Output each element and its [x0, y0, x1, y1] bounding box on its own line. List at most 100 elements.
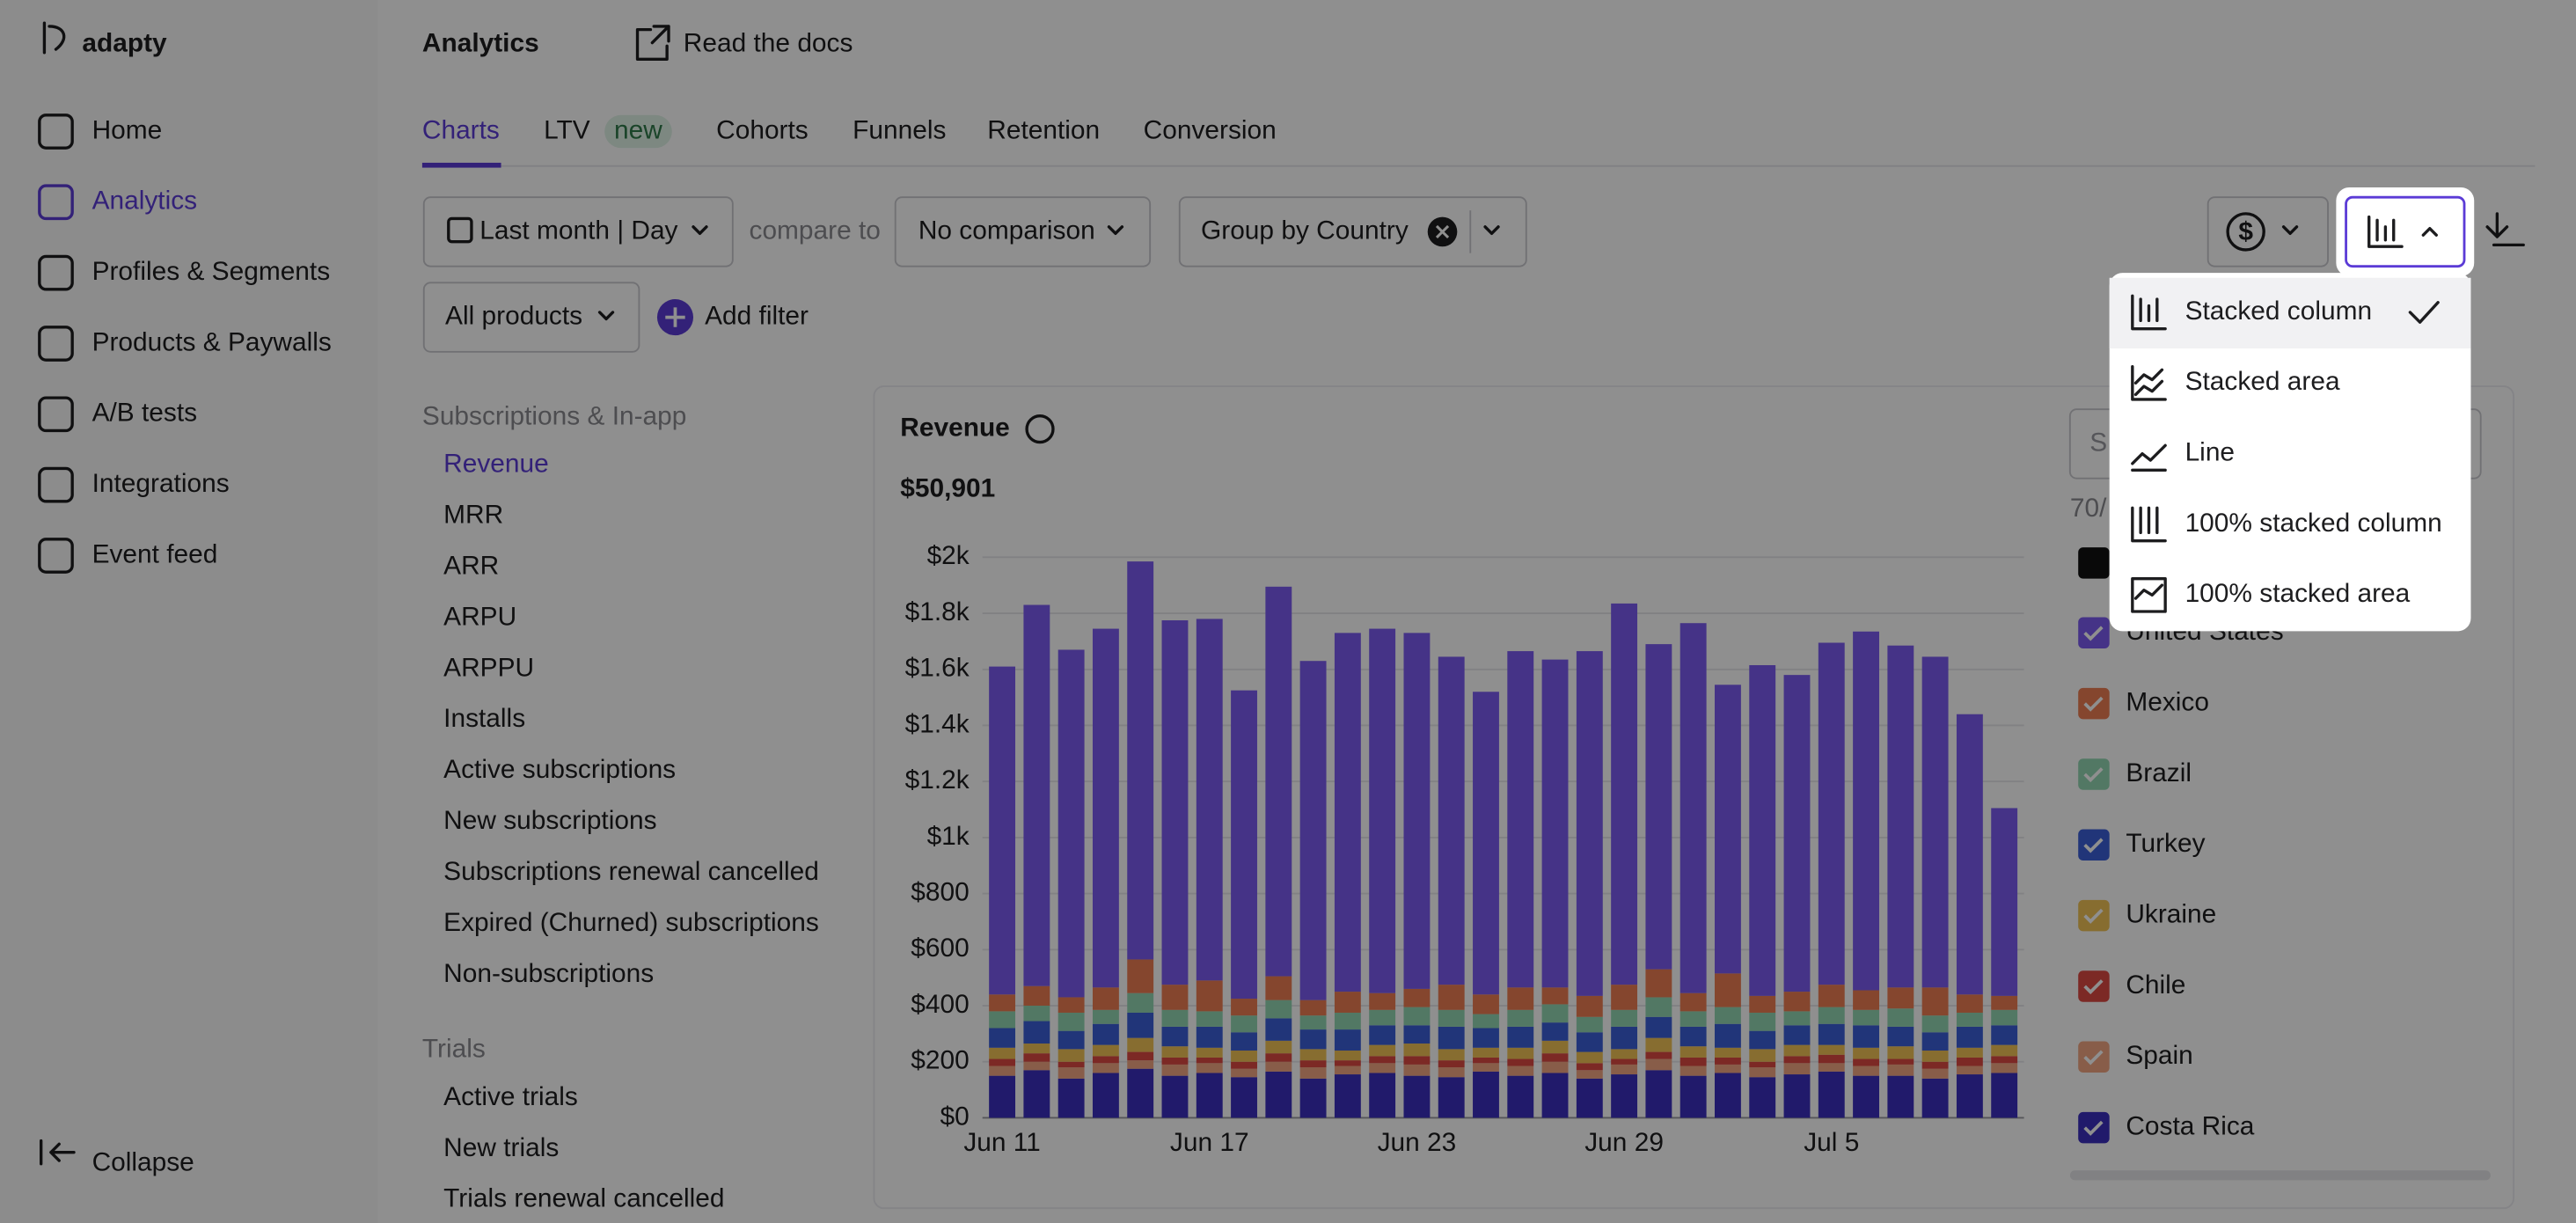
- group-by[interactable]: Group by Country: [1201, 216, 1409, 245]
- bar-segment: [1818, 1063, 1845, 1072]
- metric-item[interactable]: ARPPU: [443, 653, 534, 682]
- bar-segment: [1749, 1049, 1776, 1062]
- chevron[interactable]: [1483, 225, 1500, 235]
- bar-segment: [989, 1066, 1016, 1076]
- metric-item[interactable]: ARPU: [443, 602, 516, 631]
- chart-type-button[interactable]: [2345, 195, 2466, 268]
- bar-segment: [1921, 1050, 1949, 1062]
- collapse[interactable]: Collapse: [92, 1148, 194, 1177]
- nav-item[interactable]: A/B tests: [92, 399, 198, 428]
- menu-item[interactable]: 100% stacked area: [2185, 579, 2411, 608]
- bar-segment: [1403, 1044, 1431, 1057]
- metrics-section: Trials: [422, 1035, 486, 1064]
- legend-checkbox[interactable]: [2078, 758, 2110, 790]
- legend-checkbox[interactable]: [2078, 617, 2110, 649]
- bar-segment: [1921, 1015, 1949, 1033]
- tab[interactable]: LTV: [544, 115, 590, 144]
- nav-icon[interactable]: [38, 254, 74, 291]
- menu-item[interactable]: 100% stacked column: [2185, 509, 2442, 538]
- external-link-icon[interactable]: [635, 25, 670, 61]
- nav-item[interactable]: Analytics: [92, 187, 198, 216]
- legend-checkbox[interactable]: [2078, 899, 2110, 932]
- legend-checkbox[interactable]: [2078, 829, 2110, 861]
- bar-segment: [1991, 1056, 2018, 1064]
- docs-link[interactable]: Read the docs: [684, 28, 853, 57]
- metric-item[interactable]: New subscriptions: [443, 806, 656, 835]
- bar-segment: [1818, 1054, 1845, 1064]
- nav-icon[interactable]: [38, 184, 74, 221]
- tab[interactable]: Cohorts: [716, 115, 809, 144]
- legend-item[interactable]: Ukraine: [2126, 900, 2216, 929]
- chevron: [2281, 225, 2299, 235]
- nav-item[interactable]: Products & Paywalls: [92, 327, 332, 356]
- plus: [665, 307, 685, 327]
- menu-items: Stacked column Stacked area Line 100% stack…: [2109, 277, 2471, 613]
- bar-segment: [1403, 1075, 1431, 1118]
- metric-item[interactable]: Active subscriptions: [443, 755, 676, 784]
- metric-item[interactable]: Active trials: [443, 1082, 578, 1111]
- comparison-select[interactable]: [894, 196, 1152, 267]
- legend-checkbox[interactable]: [2078, 547, 2110, 579]
- bar-segment: [1611, 1074, 1638, 1118]
- nav-icon[interactable]: [38, 326, 74, 362]
- download-icon[interactable]: [2485, 212, 2525, 247]
- legend-item[interactable]: Spain: [2126, 1041, 2192, 1070]
- bar-segment: [1334, 1050, 1361, 1061]
- nav-item[interactable]: Integrations: [92, 469, 230, 498]
- collapse-icon[interactable]: [40, 1139, 76, 1166]
- legend-item[interactable]: Mexico: [2126, 688, 2209, 717]
- nav-icon[interactable]: [38, 114, 74, 150]
- bar-segment: [1921, 1032, 1949, 1051]
- tab[interactable]: Charts: [422, 115, 500, 144]
- legend-item[interactable]: Chile: [2126, 970, 2185, 1000]
- bar-segment: [1057, 649, 1085, 998]
- bar-segment: [1369, 1063, 1396, 1073]
- metric-item[interactable]: New trials: [443, 1133, 559, 1162]
- products[interactable]: All products: [445, 301, 582, 330]
- bar-segment: [1057, 1067, 1085, 1079]
- metric-item[interactable]: Trials renewal cancelled: [443, 1184, 724, 1213]
- period-select[interactable]: [422, 196, 734, 267]
- bar-segment: [1645, 1070, 1672, 1118]
- legend-checkbox[interactable]: [2078, 1041, 2110, 1073]
- comparison[interactable]: No comparison: [918, 216, 1095, 245]
- metric-item[interactable]: Expired (Churned) subscriptions: [443, 908, 819, 937]
- metric-item[interactable]: Non-subscriptions: [443, 959, 654, 988]
- bar-segment: [1611, 603, 1638, 985]
- legend-item[interactable]: Costa Rica: [2126, 1112, 2254, 1141]
- bar-segment: [1541, 659, 1569, 988]
- metric-item[interactable]: Subscriptions renewal cancelled: [443, 857, 819, 886]
- metric-item[interactable]: Installs: [443, 704, 525, 733]
- menu-item[interactable]: Stacked area: [2185, 367, 2340, 396]
- nav-icon[interactable]: [38, 466, 74, 503]
- legend-checkbox[interactable]: [2078, 970, 2110, 1002]
- bar-segment: [1956, 1026, 1983, 1048]
- add-filter[interactable]: Add filter: [705, 301, 809, 330]
- bar-segment: [1057, 1012, 1085, 1031]
- bar-segment: [1473, 994, 1499, 1014]
- metric-item[interactable]: Revenue: [443, 450, 549, 479]
- nav-item[interactable]: Home: [92, 115, 163, 144]
- nav-icon[interactable]: [38, 396, 74, 433]
- menu-item[interactable]: Stacked column: [2185, 297, 2373, 326]
- legend-checkbox[interactable]: [2078, 687, 2110, 720]
- help-icon[interactable]: [1025, 414, 1055, 444]
- legend-item[interactable]: Turkey: [2126, 829, 2205, 858]
- bar-segment: [1645, 1037, 1672, 1052]
- metric-item[interactable]: MRR: [443, 501, 503, 530]
- search-placeholder[interactable]: S: [2089, 428, 2107, 457]
- nav-item[interactable]: Event feed: [92, 539, 218, 568]
- tab[interactable]: Retention: [987, 115, 1100, 144]
- tab[interactable]: Conversion: [1144, 115, 1277, 144]
- metric-item[interactable]: ARR: [443, 551, 499, 580]
- period[interactable]: Last month | Day: [479, 216, 677, 245]
- nav-item[interactable]: Profiles & Segments: [92, 257, 331, 286]
- nav-icon[interactable]: [38, 538, 74, 574]
- legend-item[interactable]: Brazil: [2126, 758, 2192, 787]
- group-select[interactable]: [1178, 196, 1527, 267]
- tab[interactable]: Funnels: [853, 115, 946, 144]
- menu-item[interactable]: Line: [2185, 438, 2235, 467]
- legend-checkbox[interactable]: [2078, 1111, 2110, 1144]
- bar-segment: [1057, 1061, 1085, 1068]
- products-select[interactable]: [422, 282, 640, 353]
